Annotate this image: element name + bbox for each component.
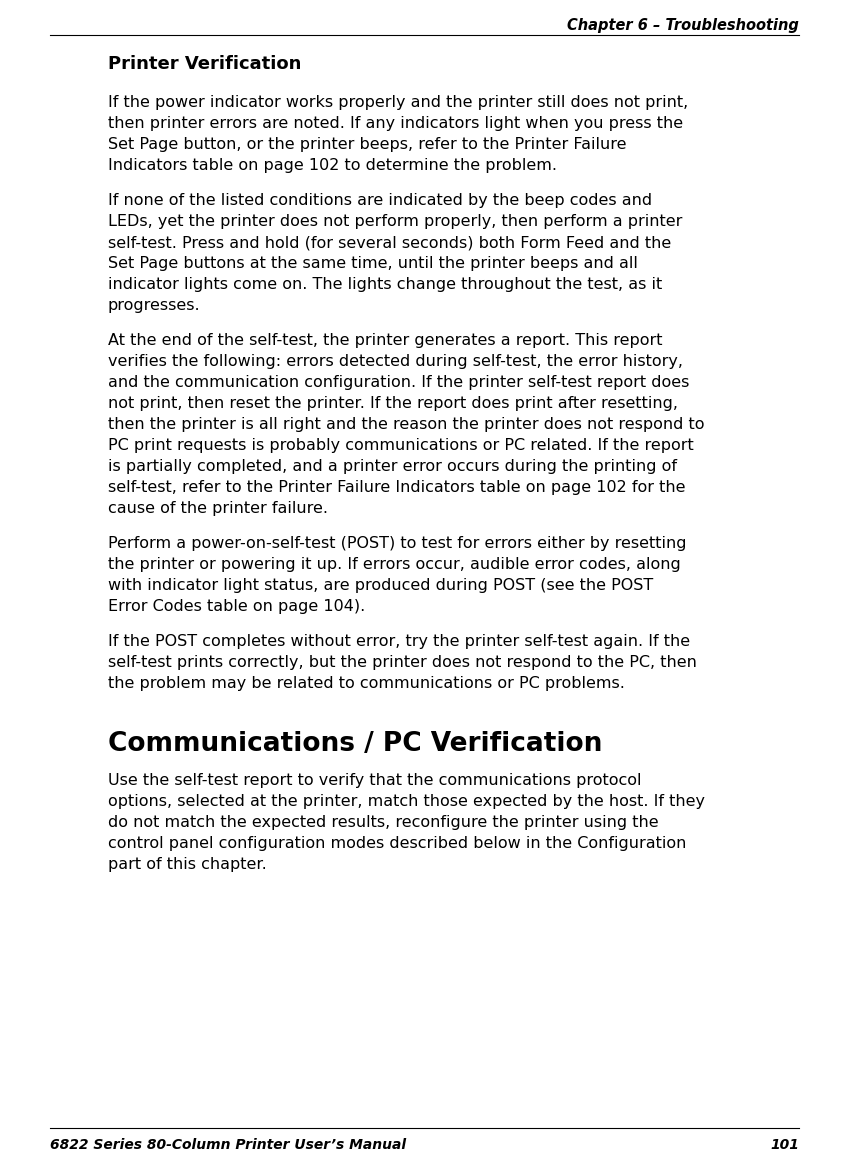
Text: do not match the expected results, reconfigure the printer using the: do not match the expected results, recon… [108, 816, 659, 829]
Text: the printer or powering it up. If errors occur, audible error codes, along: the printer or powering it up. If errors… [108, 557, 681, 572]
Text: cause of the printer failure.: cause of the printer failure. [108, 501, 328, 516]
Text: indicator lights come on. The lights change throughout the test, as it: indicator lights come on. The lights cha… [108, 277, 662, 292]
Text: Printer Verification: Printer Verification [108, 55, 301, 73]
Text: then printer errors are noted. If any indicators light when you press the: then printer errors are noted. If any in… [108, 116, 683, 130]
Text: Indicators table on page 102 to determine the problem.: Indicators table on page 102 to determin… [108, 158, 557, 172]
Text: 6822 Series 80-Column Printer User’s Manual: 6822 Series 80-Column Printer User’s Man… [50, 1138, 406, 1152]
Text: LEDs, yet the printer does not perform properly, then perform a printer: LEDs, yet the printer does not perform p… [108, 214, 683, 230]
Text: part of this chapter.: part of this chapter. [108, 857, 267, 871]
Text: progresses.: progresses. [108, 298, 200, 313]
Text: Chapter 6 – Troubleshooting: Chapter 6 – Troubleshooting [567, 17, 799, 33]
Text: PC print requests is probably communications or PC related. If the report: PC print requests is probably communicat… [108, 438, 694, 453]
Text: 101: 101 [770, 1138, 799, 1152]
Text: Set Page buttons at the same time, until the printer beeps and all: Set Page buttons at the same time, until… [108, 256, 638, 271]
Text: control panel configuration modes described below in the Configuration: control panel configuration modes descri… [108, 836, 686, 850]
Text: then the printer is all right and the reason the printer does not respond to: then the printer is all right and the re… [108, 417, 705, 432]
Text: self-test, refer to the Printer Failure Indicators table on page 102 for the: self-test, refer to the Printer Failure … [108, 480, 685, 495]
Text: If none of the listed conditions are indicated by the beep codes and: If none of the listed conditions are ind… [108, 193, 652, 209]
Text: the problem may be related to communications or PC problems.: the problem may be related to communicat… [108, 676, 625, 691]
Text: Error Codes table on page 104).: Error Codes table on page 104). [108, 599, 365, 614]
Text: options, selected at the printer, match those expected by the host. If they: options, selected at the printer, match … [108, 795, 705, 809]
Text: not print, then reset the printer. If the report does print after resetting,: not print, then reset the printer. If th… [108, 396, 678, 411]
Text: with indicator light status, are produced during POST (see the POST: with indicator light status, are produce… [108, 578, 653, 593]
Text: At the end of the self-test, the printer generates a report. This report: At the end of the self-test, the printer… [108, 333, 662, 348]
Text: self-test prints correctly, but the printer does not respond to the PC, then: self-test prints correctly, but the prin… [108, 655, 697, 670]
Text: Use the self-test report to verify that the communications protocol: Use the self-test report to verify that … [108, 774, 642, 788]
Text: and the communication configuration. If the printer self-test report does: and the communication configuration. If … [108, 375, 689, 390]
Text: is partially completed, and a printer error occurs during the printing of: is partially completed, and a printer er… [108, 459, 677, 474]
Text: Communications / PC Verification: Communications / PC Verification [108, 730, 603, 757]
Text: self-test. Press and hold (for several seconds) both Form Feed and the: self-test. Press and hold (for several s… [108, 235, 672, 250]
Text: Set Page button, or the printer beeps, refer to the Printer Failure: Set Page button, or the printer beeps, r… [108, 137, 627, 151]
Text: If the POST completes without error, try the printer self-test again. If the: If the POST completes without error, try… [108, 634, 690, 649]
Text: verifies the following: errors detected during self-test, the error history,: verifies the following: errors detected … [108, 354, 683, 369]
Text: Perform a power-on-self-test (POST) to test for errors either by resetting: Perform a power-on-self-test (POST) to t… [108, 536, 687, 551]
Text: If the power indicator works properly and the printer still does not print,: If the power indicator works properly an… [108, 96, 689, 110]
